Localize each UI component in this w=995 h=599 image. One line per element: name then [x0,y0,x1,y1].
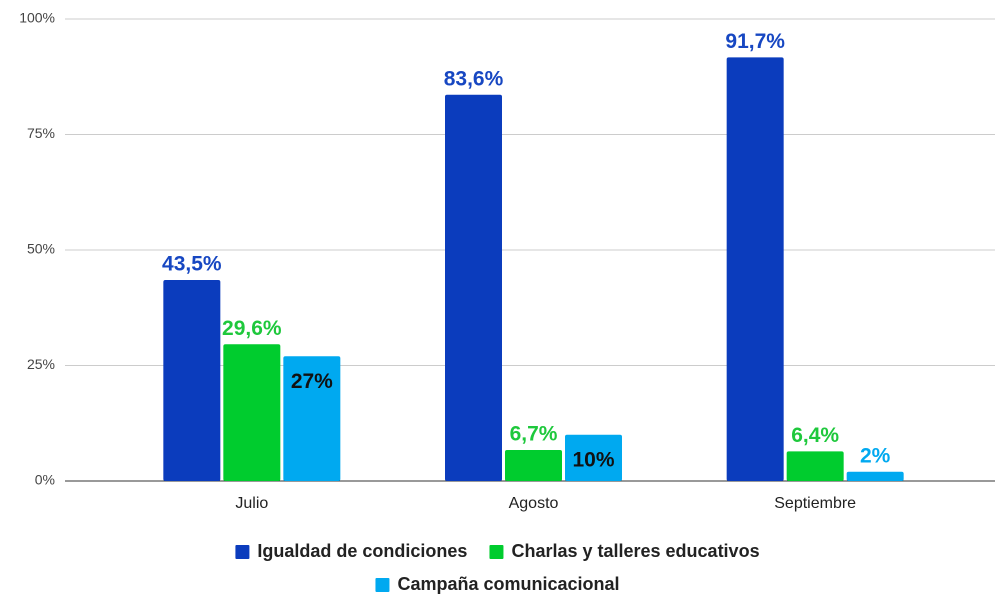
legend-label: Campaña comunicacional [397,574,619,594]
y-tick-label: 25% [27,356,55,372]
bar [163,280,221,481]
legend-swatch [235,545,250,559]
bar [846,471,904,481]
x-tick-label: Julio [235,495,268,512]
data-label: 43,5% [162,253,222,276]
x-tick-label: Agosto [509,495,559,512]
bar [786,451,844,481]
y-tick-label: 75% [27,125,55,141]
data-label: 10% [572,448,614,471]
bar [223,344,281,481]
bar [445,94,502,481]
legend-swatch [489,545,504,559]
legend-label: Igualdad de condiciones [257,541,467,561]
y-tick-label: 100% [19,10,55,26]
bar [283,356,341,481]
data-label: 83,6% [444,67,504,90]
y-tick-label: 50% [27,241,55,257]
bar [565,434,622,481]
data-label: 6,4% [791,424,839,447]
y-tick-label: 0% [35,472,55,488]
legend-label: Charlas y talleres educativos [511,541,759,561]
bar [505,450,562,481]
data-label: 29,6% [222,317,282,340]
data-label: 27% [291,370,333,393]
data-label: 6,7% [510,423,558,446]
legend-swatch [375,578,390,592]
data-label: 91,7% [725,30,785,53]
x-tick-label: Septiembre [774,495,856,512]
data-label: 2% [860,444,891,467]
bar [726,57,784,481]
